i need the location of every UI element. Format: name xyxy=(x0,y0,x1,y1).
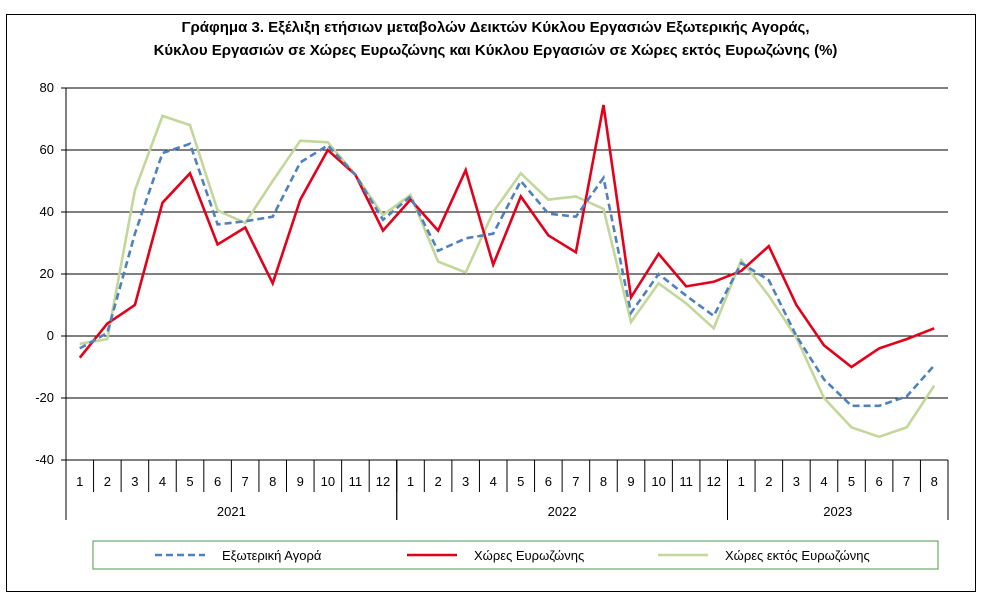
x-tick-label: 10 xyxy=(651,474,665,489)
x-tick-label: 1 xyxy=(76,474,83,489)
y-tick-label: 60 xyxy=(40,142,54,157)
x-tick-label: 5 xyxy=(517,474,524,489)
x-tick-label: 9 xyxy=(627,474,634,489)
x-tick-label: 12 xyxy=(376,474,390,489)
x-tick-label: 8 xyxy=(269,474,276,489)
series-line-external-market xyxy=(79,142,936,408)
x-tick-label: 8 xyxy=(931,474,938,489)
chart-title-line-2: Κύκλου Εργασιών σε Χώρες Ευρωζώνης και Κ… xyxy=(153,42,838,59)
x-tick-label: 7 xyxy=(572,474,579,489)
legend: Εξωτερική Αγορά Χώρες Ευρωζώνης Χώρες εκτό… xyxy=(92,540,939,570)
x-tick-label: 2 xyxy=(104,474,111,489)
x-tick-label: 5 xyxy=(186,474,193,489)
legend-item-non-eurozone-label: Χώρες εκτός Ευρωζώνης xyxy=(725,548,870,563)
x-tick-label: 4 xyxy=(820,474,827,489)
y-tick-label: 40 xyxy=(40,204,54,219)
y-axis-ticks: -40 -20 0 20 40 60 80 xyxy=(35,80,54,467)
year-label: 2021 xyxy=(217,504,246,519)
x-tick-label: 4 xyxy=(159,474,166,489)
y-tick-label: -20 xyxy=(35,390,54,405)
x-tick-label: 2 xyxy=(434,474,441,489)
x-tick-label: 3 xyxy=(462,474,469,489)
x-tick-label: 6 xyxy=(545,474,552,489)
x-tick-label: 1 xyxy=(407,474,414,489)
x-tick-label: 12 xyxy=(706,474,720,489)
chart-frame xyxy=(6,14,976,592)
y-tick-label: 0 xyxy=(47,328,54,343)
x-tick-label: 6 xyxy=(214,474,221,489)
x-tick-label: 11 xyxy=(349,474,363,489)
legend-item-eurozone-label: Χώρες Ευρωζώνης xyxy=(474,548,584,563)
year-label: 2022 xyxy=(548,504,577,519)
year-label: 2023 xyxy=(823,504,852,519)
x-tick-label: 11 xyxy=(679,474,693,489)
legend-box xyxy=(92,540,939,570)
x-axis-years: 2021 2022 2023 xyxy=(217,504,852,519)
y-tick-label: 80 xyxy=(40,80,54,95)
x-tick-label: 1 xyxy=(738,474,745,489)
x-tick-label: 7 xyxy=(903,474,910,489)
x-axis-ticks: 1 2 3 4 5 6 7 8 9 10 11 12 1 2 3 4 5 6 7 8 9 10 11 12 1 2 3 4 5 6 7 8 xyxy=(76,474,938,489)
series-line-eurozone xyxy=(78,104,935,369)
x-tick-label: 3 xyxy=(793,474,800,489)
x-tick-label: 2 xyxy=(765,474,772,489)
x-tick-label: 6 xyxy=(875,474,882,489)
chart-title-line-1: Γράφημα 3. Εξέλιξη ετήσιων μεταβολών Δει… xyxy=(181,19,810,36)
x-tick-label: 5 xyxy=(848,474,855,489)
x-tick-label: 3 xyxy=(131,474,138,489)
legend-item-external-market-label: Εξωτερική Αγορά xyxy=(222,548,322,563)
chart-title: Γράφημα 3. Εξέλιξη ετήσιων μεταβολών Δει… xyxy=(0,16,991,62)
series-lines xyxy=(78,104,936,439)
x-tick-label: 7 xyxy=(242,474,249,489)
x-tick-label: 8 xyxy=(600,474,607,489)
y-tick-label: 20 xyxy=(40,266,54,281)
series-line-non-eurozone xyxy=(79,114,936,439)
x-tick-label: 10 xyxy=(321,474,335,489)
x-tick-label: 4 xyxy=(490,474,497,489)
gridlines xyxy=(66,87,948,461)
axes xyxy=(61,87,949,520)
y-tick-label: -40 xyxy=(35,452,54,467)
x-tick-label: 9 xyxy=(297,474,304,489)
